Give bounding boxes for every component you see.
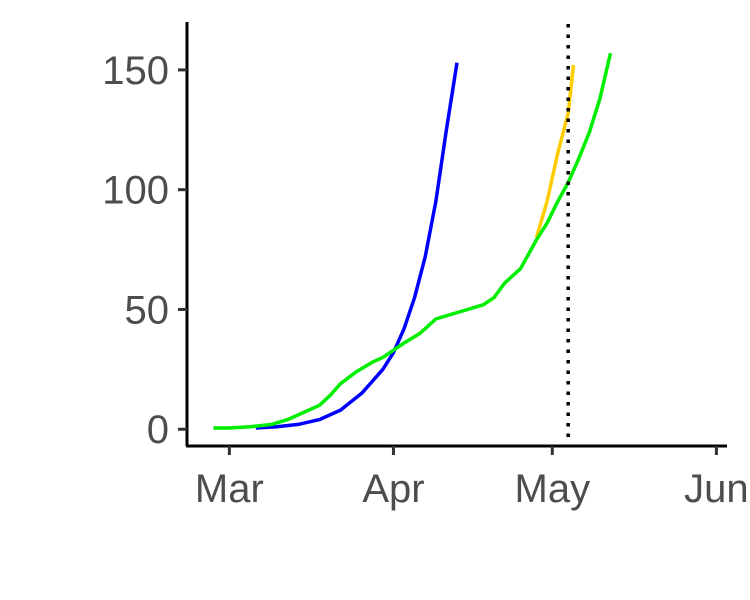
y-tick-label: 0 — [147, 408, 169, 452]
x-tick-label: Mar — [195, 467, 264, 511]
tick-layer: 0 50 100 150 Mar Apr May Jun — [102, 49, 748, 511]
x-tick-label: Jun — [684, 467, 749, 511]
series-line-2 — [213, 52, 613, 430]
series-line-0 — [255, 62, 459, 430]
y-tick-label: 100 — [102, 169, 169, 213]
x-tick-label: May — [515, 467, 591, 511]
y-tick-label: 150 — [102, 49, 169, 93]
series-line-1 — [534, 64, 576, 239]
series-layer — [213, 52, 613, 430]
y-tick-label: 50 — [125, 288, 170, 332]
x-tick-label: Apr — [362, 467, 424, 511]
